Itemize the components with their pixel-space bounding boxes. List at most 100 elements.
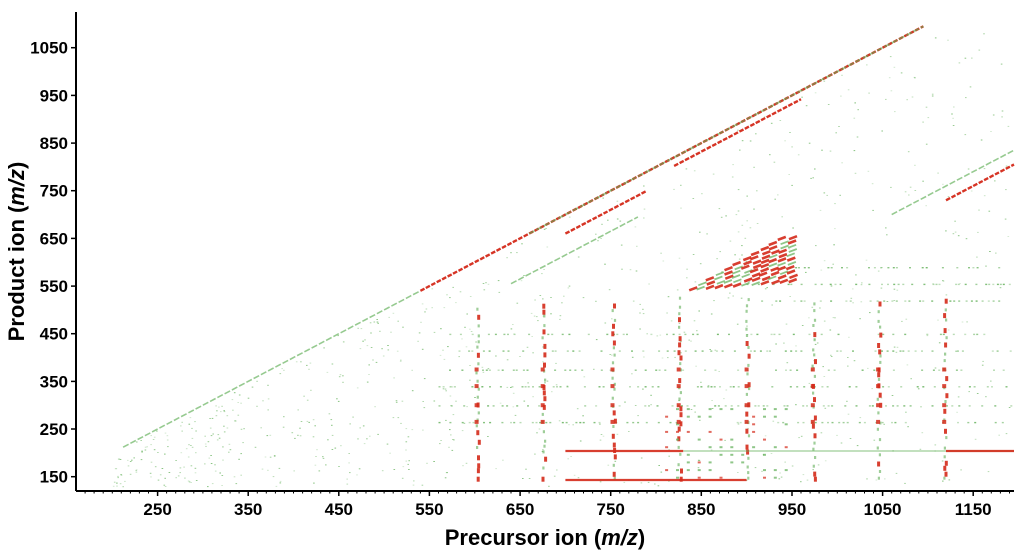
band-peak [610,384,615,389]
diagonal-segment [144,432,151,437]
band-dot [793,300,796,302]
noise-dot [423,378,426,380]
noise-dot [621,268,623,270]
noise-dot [519,356,521,357]
noise-dot [397,417,400,419]
noise-dot [377,322,379,324]
noise-dot [512,392,515,394]
lower-peak [773,469,777,472]
noise-dot [150,435,152,437]
streak-peak [876,397,879,401]
cluster-peak [786,256,796,262]
cluster-peak [743,260,753,266]
streak-peak [745,334,749,337]
band-dot [568,333,571,336]
noise-dot [216,439,219,441]
band-dot [587,333,590,336]
cluster-peak [777,265,786,272]
noise-dot [269,434,272,436]
noise-dot [694,281,697,283]
band-dot [666,350,669,352]
noise-dot [506,359,509,361]
lower-peak [730,461,734,464]
noise-dot [699,419,701,421]
band-dot [737,405,740,407]
noise-dot [283,416,285,418]
noise-dot [756,190,758,192]
noise-dot [234,420,236,422]
band-dot [494,333,497,336]
noise-dot [914,164,916,166]
noise-dot [819,209,822,211]
noise-dot [282,426,285,428]
noise-dot [175,460,177,461]
noise-dot [399,360,402,362]
streak-peak [542,466,545,470]
streak-peak [945,393,949,399]
streak-peak [747,471,750,475]
noise-dot [223,431,226,433]
lower-peak [763,415,766,418]
noise-dot [431,307,433,309]
streak-peak [612,442,616,448]
noise-dot [873,439,876,441]
diagonal-segment [238,382,245,387]
band-dot [897,283,900,286]
band-dot [836,350,839,352]
noise-dot [953,106,955,108]
noise-dot [122,486,124,488]
noise-dot [777,263,779,265]
band-dot [732,386,735,388]
noise-dot [316,449,318,451]
noise-dot [364,339,366,341]
band-dot [938,283,941,286]
noise-dot [609,354,611,355]
noise-dot [448,446,450,448]
band-dot [472,421,475,424]
noise-dot [349,423,351,425]
noise-dot [770,453,773,454]
noise-dot [942,280,945,282]
diagonal-segment [594,195,601,201]
noise-dot [418,332,421,334]
y-tick-label: 450 [40,325,68,344]
noise-dot [711,408,714,409]
band-dot [658,350,661,352]
streak-peak [476,395,479,399]
band-dot [921,350,923,352]
band-dot [650,333,653,336]
band-dot [921,369,924,371]
noise-dot [445,419,447,421]
lower-peak [697,438,701,441]
noise-dot [595,300,597,302]
noise-dot [595,339,598,341]
noise-dot [823,80,826,82]
band-dot [566,386,569,388]
noise-dot [279,480,282,482]
band-peak [540,367,545,372]
cluster-peak [731,269,741,275]
noise-dot [780,476,783,478]
noise-dot [711,400,713,401]
cluster-peak [780,240,789,246]
cluster-peak [724,270,733,276]
band-dot [761,300,764,302]
band-dot [826,386,829,388]
streak-peak [678,312,681,316]
noise-dot [699,263,702,265]
noise-dot [896,289,899,291]
noise-dot [894,111,896,113]
streak-peak [612,323,615,329]
cluster-peak [760,245,770,252]
noise-dot [964,57,967,59]
band-dot [985,283,988,286]
diagonal-segment [961,188,967,193]
noise-dot [465,462,468,464]
band-dot [922,386,925,388]
noise-dot [402,326,404,328]
noise-dot [919,448,922,450]
band-dot [1001,421,1004,424]
band-dot [914,350,917,352]
diagonal-segment [722,137,728,142]
noise-dot [829,150,832,152]
